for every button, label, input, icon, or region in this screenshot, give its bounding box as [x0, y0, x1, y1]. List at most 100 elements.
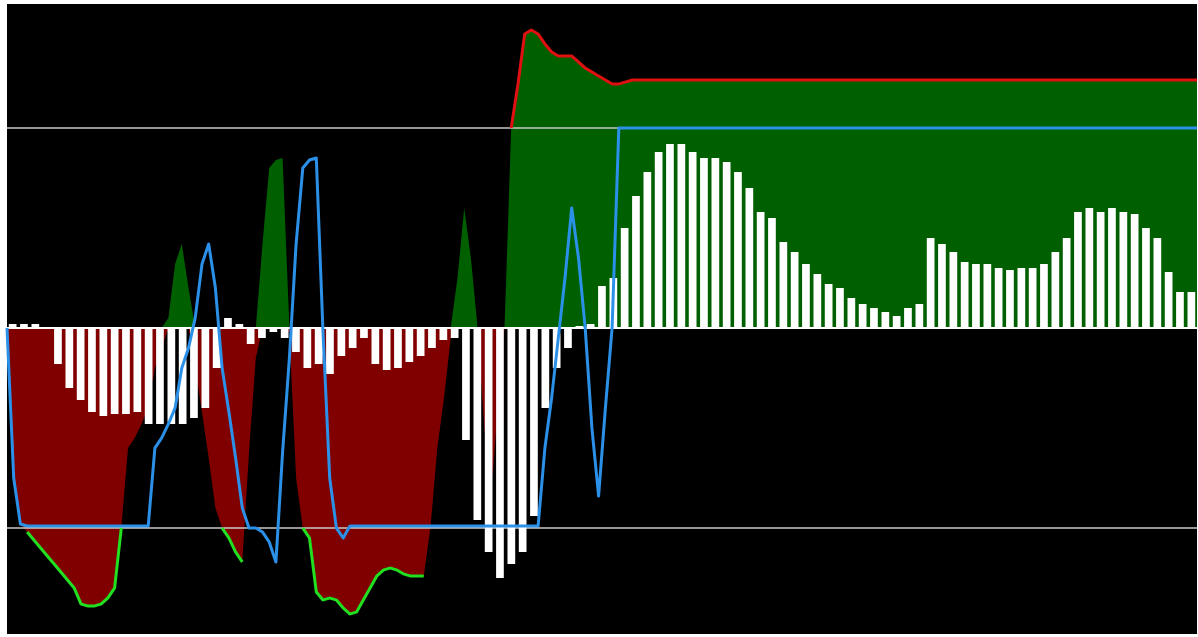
histogram-bar [394, 328, 402, 368]
histogram-bar [779, 242, 788, 328]
histogram-bar [212, 328, 221, 368]
histogram-bar [858, 304, 867, 328]
histogram-bar [949, 252, 958, 328]
histogram-bar [881, 312, 890, 328]
histogram-bar [756, 212, 765, 328]
histogram-bar [496, 328, 504, 578]
histogram-bar [518, 328, 527, 552]
histogram-bar [8, 324, 17, 328]
histogram-bar [994, 268, 1003, 328]
histogram-bar [711, 158, 720, 328]
histogram-bar [326, 328, 334, 374]
histogram-bar [110, 328, 119, 414]
histogram-bar [473, 328, 482, 520]
histogram-bar [586, 324, 595, 328]
histogram-bar [722, 162, 731, 328]
histogram-bar [745, 188, 754, 328]
histogram-bar [178, 328, 187, 424]
histogram-bar [1062, 238, 1071, 328]
histogram-bar [892, 316, 901, 328]
histogram-bar [768, 218, 776, 328]
histogram-bar [632, 196, 640, 328]
oscillator-line [5, 126, 1197, 564]
histogram-bar [1028, 268, 1037, 328]
histogram-bar [734, 172, 742, 328]
histogram-bar [405, 328, 414, 362]
histogram-bar [1108, 208, 1116, 328]
histogram-bar [870, 308, 878, 328]
histogram-bar [99, 328, 108, 416]
histogram-bar [1074, 212, 1082, 328]
histogram-bar [156, 328, 164, 424]
histogram-bar [1119, 212, 1128, 328]
histogram-bar [65, 328, 74, 388]
histogram-bar [31, 324, 40, 328]
histogram-bar [564, 328, 572, 348]
histogram-bar [280, 328, 289, 338]
histogram-bar [813, 274, 822, 328]
histogram-bar [122, 328, 130, 414]
histogram-bar [1130, 214, 1139, 328]
histogram-bar [269, 328, 278, 332]
histogram-bar [790, 252, 799, 328]
histogram-bar [133, 328, 142, 412]
histogram-bar [983, 264, 992, 328]
histogram-bar [530, 328, 538, 516]
histogram-bar [462, 328, 470, 440]
histogram-bar [54, 328, 62, 364]
histogram-bar [450, 328, 459, 338]
histogram-bar [847, 298, 856, 328]
histogram-bar [1017, 268, 1026, 328]
histogram-bar [802, 264, 810, 328]
histogram-bar [1187, 292, 1196, 328]
histogram-bar [1051, 252, 1060, 328]
histogram-bar [654, 152, 663, 328]
histogram-bar [167, 328, 176, 424]
histogram-bar [246, 328, 255, 344]
histogram-bar [337, 328, 346, 356]
histogram-bar [1096, 212, 1105, 328]
histogram-bar [258, 328, 266, 338]
histogram-bar [972, 264, 980, 328]
histogram-bar [824, 284, 833, 328]
histogram-bar [904, 308, 912, 328]
histogram-bar [688, 152, 697, 328]
histogram-bar [666, 144, 674, 328]
histogram-bar [88, 328, 96, 412]
histogram-bar [620, 228, 629, 328]
histogram-bar [439, 328, 448, 340]
histogram-bar [1153, 238, 1162, 328]
oversold-line [26, 527, 424, 616]
histogram-bar [836, 288, 844, 328]
histogram-bar [1164, 272, 1173, 328]
histogram-bar [76, 328, 85, 400]
histogram-bar [541, 328, 550, 408]
histogram-bar [915, 304, 924, 328]
histogram-bar [292, 328, 300, 352]
histogram-bar [1040, 264, 1048, 328]
histogram-bar [190, 328, 198, 418]
histogram-bar [1142, 228, 1150, 328]
histogram-bar [484, 328, 493, 552]
histogram-bar [700, 158, 708, 328]
overbought-line [509, 28, 1197, 129]
histogram-bar [598, 286, 606, 328]
histogram-bar [416, 328, 425, 356]
histogram-bar [960, 262, 969, 328]
histogram-bar [677, 144, 686, 328]
histogram-bar [348, 328, 357, 348]
histogram-bar [926, 238, 935, 328]
negative-area [7, 328, 1197, 614]
histogram-bar [1085, 208, 1094, 328]
histogram-bar [144, 328, 153, 424]
histogram-bar [201, 328, 210, 408]
histogram-bar [303, 328, 312, 368]
histogram-bar [371, 328, 380, 364]
histogram-bar [1176, 292, 1184, 328]
histogram-bar [20, 324, 28, 328]
positive-area [7, 30, 1197, 328]
histogram-bar [428, 328, 436, 348]
histogram-bar [224, 318, 232, 328]
